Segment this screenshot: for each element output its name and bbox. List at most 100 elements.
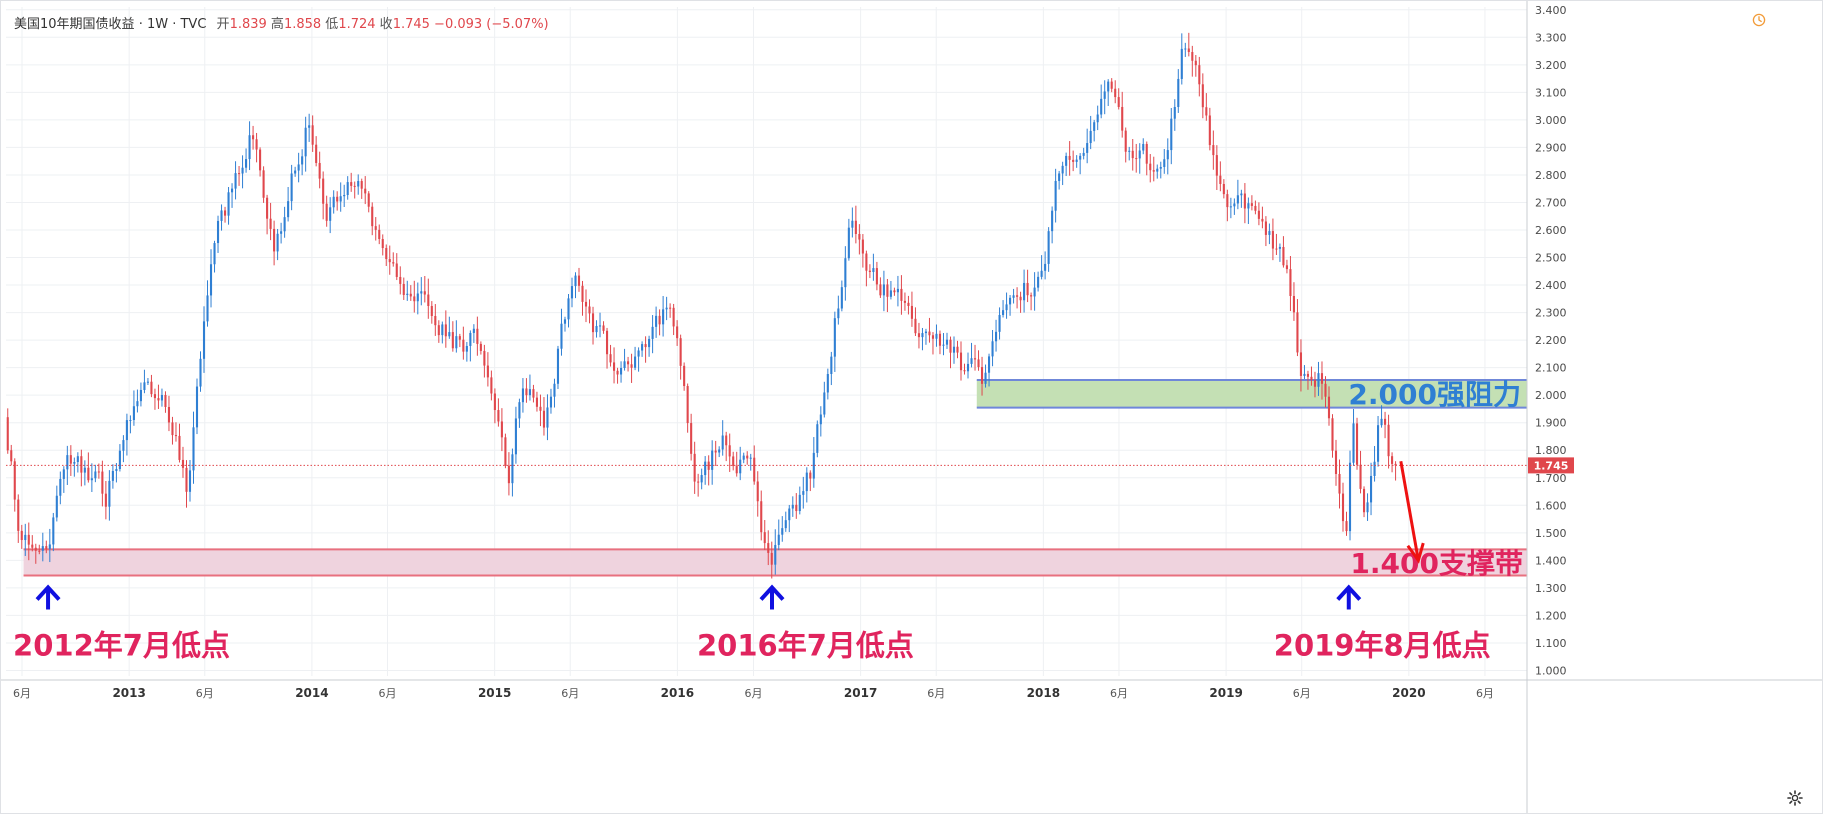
candle-body — [181, 459, 185, 468]
candle-body — [462, 339, 465, 352]
candle-body — [1142, 143, 1145, 151]
candle-body — [402, 283, 405, 295]
candle-body — [1380, 418, 1383, 426]
candle-body — [1348, 462, 1352, 532]
symbol-name[interactable]: 美国10年期国债收益 — [14, 17, 135, 32]
x-tick-label: 2015 — [478, 686, 511, 700]
candle-body — [1159, 166, 1162, 169]
candle-body — [252, 135, 255, 140]
candle-body — [1275, 248, 1278, 250]
candle-body — [1208, 115, 1211, 146]
candle-body — [511, 454, 514, 484]
candle-body — [192, 427, 195, 471]
candle-body — [658, 315, 661, 325]
candle-body — [266, 197, 269, 219]
candle-body — [1310, 376, 1313, 381]
low-point-label: 2019年8月低点 — [1274, 629, 1491, 663]
candle-body — [497, 410, 500, 422]
candle-body — [819, 414, 822, 425]
x-tick-label: 6月 — [927, 687, 945, 700]
candle-body — [136, 401, 139, 407]
candle-body — [455, 336, 458, 349]
candle-body — [1250, 203, 1253, 206]
candle-body — [1180, 48, 1183, 79]
candle-body — [963, 370, 966, 372]
candle-body — [1289, 269, 1292, 297]
candle-body — [732, 456, 735, 467]
candle-body — [777, 534, 780, 545]
x-tick-label: 2018 — [1027, 686, 1060, 700]
header-separator: · — [138, 17, 147, 32]
candle-body — [1268, 231, 1271, 235]
candle-body — [423, 291, 426, 295]
candle-body — [104, 493, 107, 507]
candle-body — [1184, 48, 1187, 50]
last-price-tag — [1528, 457, 1574, 474]
candle-body — [1047, 231, 1050, 264]
candle-body — [486, 365, 489, 378]
candle-body — [364, 188, 367, 194]
candle-body — [230, 188, 234, 193]
open-value: 1.839 — [229, 17, 267, 32]
candle-body — [1373, 461, 1376, 476]
candle-body — [1040, 270, 1043, 277]
candle-body — [1355, 423, 1359, 465]
candle-body — [111, 470, 114, 481]
candle-body — [1135, 158, 1138, 160]
candle-body — [1338, 473, 1341, 494]
candle-body — [917, 333, 921, 338]
candle-body — [788, 508, 791, 521]
candle-body — [1082, 152, 1085, 156]
candle-body — [1341, 493, 1345, 522]
candle-body — [1366, 502, 1369, 513]
candle-body — [416, 293, 419, 302]
candle-body — [1009, 297, 1012, 305]
candle-body — [108, 480, 111, 507]
candle-body — [1377, 425, 1380, 462]
candle-body — [48, 544, 51, 549]
candle-body — [637, 350, 640, 357]
candle-body — [283, 217, 286, 232]
candle-body — [714, 450, 717, 453]
candle-body — [476, 328, 479, 344]
candle-body — [749, 457, 752, 459]
candle-body — [301, 156, 304, 165]
gear-icon[interactable] — [1787, 790, 1803, 806]
candle-body — [311, 125, 314, 145]
candle-body — [641, 344, 644, 351]
candle-body — [24, 534, 27, 541]
candle-body — [858, 233, 861, 240]
x-tick-label: 6月 — [1476, 687, 1494, 700]
y-tick-label: 2.800 — [1535, 169, 1567, 182]
candle-body — [735, 466, 738, 474]
clock-icon[interactable] — [1752, 13, 1766, 27]
x-tick-label: 6月 — [744, 687, 762, 700]
low-value: 1.724 — [338, 17, 376, 32]
candle-body — [188, 470, 192, 492]
candle-body — [52, 517, 55, 545]
candle-body — [1264, 221, 1267, 235]
candle-body — [560, 323, 563, 349]
candle-body — [921, 333, 924, 338]
candle-body — [1201, 84, 1204, 108]
candle-body — [1219, 175, 1222, 184]
candle-body — [195, 386, 199, 428]
candle-body — [1149, 163, 1152, 171]
candle-body — [1093, 122, 1096, 131]
change-value: −0.093 — [434, 17, 483, 32]
candle-body — [1303, 373, 1306, 376]
candle-body — [728, 445, 731, 457]
candle-body — [507, 465, 510, 484]
candle-body — [1030, 295, 1033, 297]
candle-body — [774, 544, 777, 565]
candle-body — [840, 287, 843, 309]
header-separator: · — [172, 17, 181, 32]
candle-body — [1282, 246, 1285, 266]
candle-body — [686, 386, 689, 424]
candle-body — [223, 210, 227, 216]
candle-body — [399, 276, 402, 284]
candle-body — [227, 192, 230, 216]
interval-label[interactable]: 1W — [146, 17, 169, 32]
